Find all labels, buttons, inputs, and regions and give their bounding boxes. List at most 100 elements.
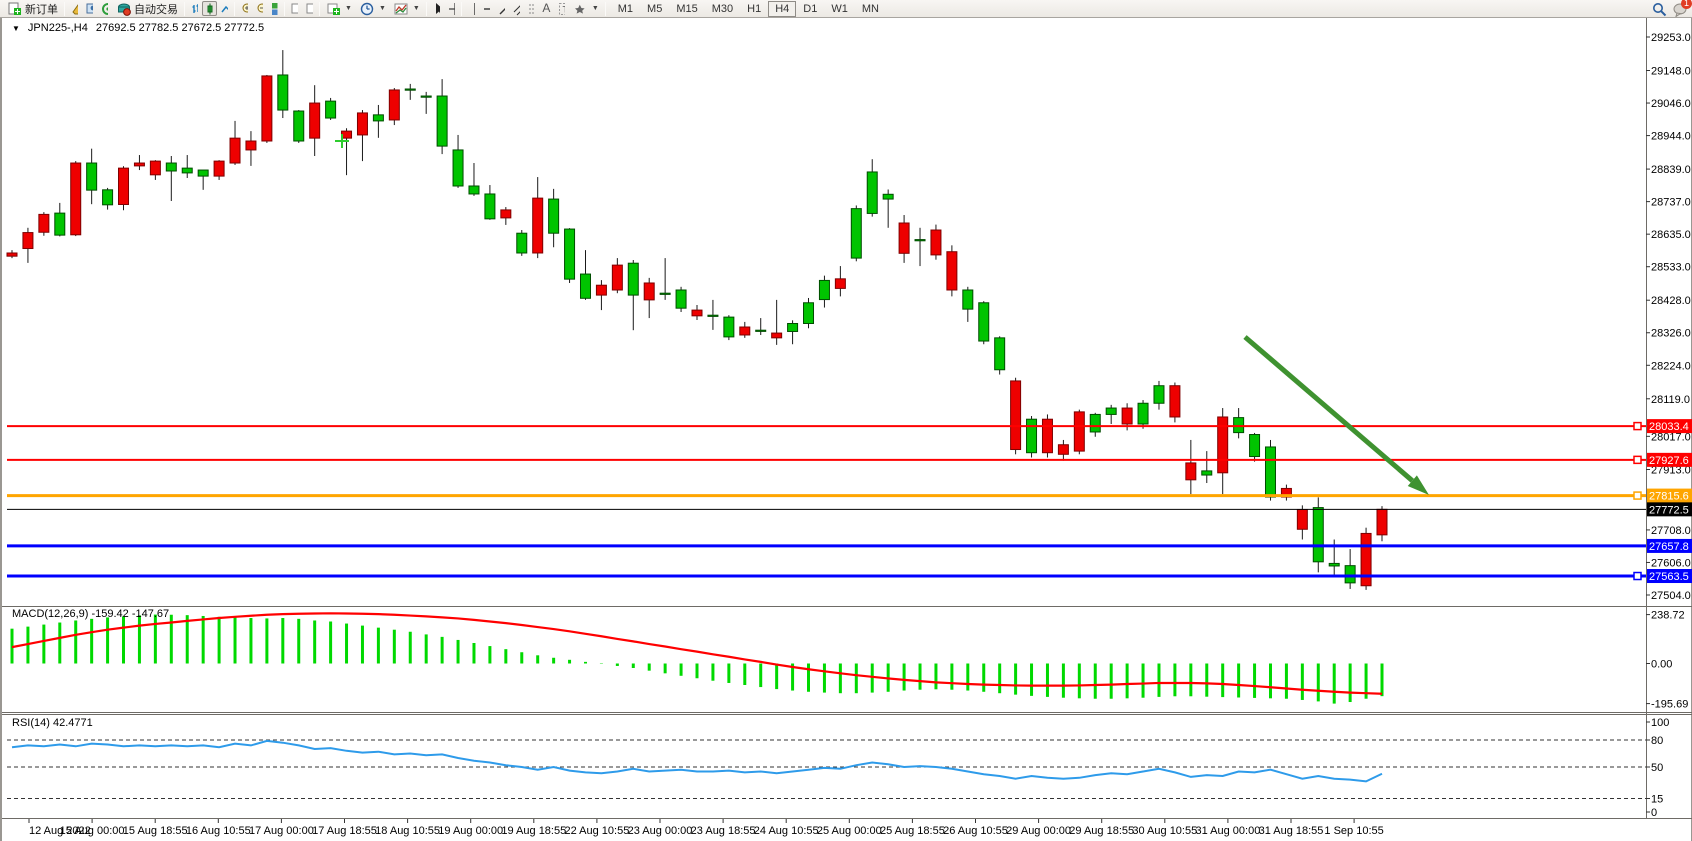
label-tool-icon[interactable]: T xyxy=(554,1,569,16)
zoom-out-icon[interactable] xyxy=(252,1,267,16)
time-axis-label[interactable]: 19 Aug 18:55 xyxy=(501,825,566,837)
candle-body xyxy=(229,137,241,164)
time-axis-label[interactable]: 26 Aug 10:55 xyxy=(943,825,1008,837)
dropdown-caret: ▼ xyxy=(412,5,420,12)
time-axis-label[interactable]: 31 Aug 00:00 xyxy=(1195,825,1260,837)
line-drag-handle[interactable] xyxy=(1633,421,1642,431)
time-axis-label[interactable]: 17 Aug 00:00 xyxy=(249,825,314,837)
timeframe-toolbar: M1 M5 M15 M30 H1 H4 D1 W1 MN xyxy=(608,0,889,18)
price-badge-label: 27772.5 xyxy=(1649,504,1689,516)
candle-body xyxy=(277,74,289,111)
price-axis-label: 27504.0 xyxy=(1651,590,1691,602)
cursor-icon[interactable] xyxy=(429,1,444,16)
trend-arrow[interactable] xyxy=(1243,335,1414,483)
timeframe-button-D1[interactable]: D1 xyxy=(803,2,818,15)
candle-body xyxy=(564,228,576,280)
bar-chart-mode-icon[interactable] xyxy=(187,1,202,16)
new-order-button[interactable]: 新订单 xyxy=(3,1,62,17)
candle-body xyxy=(930,229,942,256)
text-tool-icon[interactable]: A xyxy=(542,1,551,15)
time-axis-label[interactable]: 18 Aug 10:55 xyxy=(375,825,440,837)
time-axis-label[interactable]: 17 Aug 18:55 xyxy=(312,825,377,837)
tile-windows-icon[interactable] xyxy=(267,1,282,16)
candle-body xyxy=(1105,407,1117,415)
candle-body xyxy=(452,149,464,187)
candle-body xyxy=(102,189,114,206)
timeframe-button-H4[interactable]: H4 xyxy=(768,0,797,17)
main-toolbar: 新订单 自动交易 xyxy=(0,0,1692,18)
candle-body xyxy=(1169,385,1181,418)
candle-body xyxy=(468,185,480,195)
line-drag-handle[interactable] xyxy=(1633,455,1642,465)
time-axis-label[interactable]: 30 Aug 10:55 xyxy=(1132,825,1197,837)
autotrading-button[interactable]: 自动交易 xyxy=(112,1,182,17)
time-axis-label[interactable]: 29 Aug 00:00 xyxy=(1006,825,1071,837)
time-axis-label[interactable]: 25 Aug 18:55 xyxy=(880,825,945,837)
price-axis-label: 28839.0 xyxy=(1651,164,1691,176)
candlestick-mode-icon[interactable] xyxy=(202,1,217,16)
timeframe-button-MN[interactable]: MN xyxy=(861,2,879,15)
time-axis-label[interactable]: 22 Aug 10:55 xyxy=(564,825,629,837)
time-axis-label[interactable]: 12 Aug 2022 xyxy=(29,825,91,837)
candle-body xyxy=(197,169,209,177)
channel-tool-icon[interactable]: E xyxy=(509,1,524,16)
search-icon[interactable] xyxy=(1652,2,1667,17)
line-chart-mode-icon[interactable] xyxy=(217,1,232,16)
navigator-icon[interactable] xyxy=(82,1,97,16)
candle-body xyxy=(86,162,98,191)
time-axis-label[interactable]: 15 Aug 00:00 xyxy=(60,825,125,837)
candle-body xyxy=(1185,462,1197,481)
candle-body xyxy=(595,284,607,296)
time-axis-label[interactable]: 24 Aug 10:55 xyxy=(754,825,819,837)
candle-body xyxy=(866,171,878,214)
candle-body xyxy=(165,162,177,172)
time-axis-label[interactable]: 15 Aug 18:55 xyxy=(123,825,188,837)
macd-indicator-label: MACD(12,26,9) -159.42 -147.67 xyxy=(12,608,170,620)
line-drag-handle[interactable] xyxy=(1633,571,1642,581)
time-axis-label[interactable]: 1 Sep 10:55 xyxy=(1324,825,1383,837)
time-axis-label[interactable]: 29 Aug 18:55 xyxy=(1069,825,1134,837)
notifications-icon[interactable]: 1 xyxy=(1673,0,1692,17)
time-axis-label[interactable]: 25 Aug 00:00 xyxy=(817,825,882,837)
candle-body xyxy=(914,239,926,242)
price-badge-label: 27815.6 xyxy=(1649,491,1689,503)
price-axis-label: 28944.0 xyxy=(1651,131,1691,143)
timeframe-button-H1[interactable]: H1 xyxy=(747,2,762,15)
auto-scroll-icon[interactable] xyxy=(287,1,302,16)
time-axis-label[interactable]: 16 Aug 10:55 xyxy=(186,825,251,837)
chart-shift-icon[interactable] xyxy=(302,1,317,16)
crosshair-icon[interactable] xyxy=(444,1,459,16)
candle-body xyxy=(611,264,623,291)
fibonacci-tool-icon[interactable]: F xyxy=(524,1,539,16)
timeframe-button-W1[interactable]: W1 xyxy=(831,2,848,15)
templates-dropdown[interactable]: ▼ xyxy=(390,1,424,17)
timeframe-button-M5[interactable]: M5 xyxy=(647,2,663,15)
price-badge-label: 27563.5 xyxy=(1649,571,1689,583)
line-drag-handle[interactable] xyxy=(1633,491,1642,500)
time-axis-label[interactable]: 23 Aug 18:55 xyxy=(691,825,756,837)
periods-dropdown[interactable]: ▼ xyxy=(356,1,390,17)
horizontal-line-tool-icon[interactable] xyxy=(479,1,494,16)
timeframe-button-M15[interactable]: M15 xyxy=(676,2,698,15)
zoom-in-icon[interactable] xyxy=(237,1,252,16)
vertical-line-tool-icon[interactable] xyxy=(464,1,479,16)
chart-collapse-icon[interactable]: ▼ xyxy=(12,23,20,33)
price-axis-label: 28737.0 xyxy=(1651,197,1691,209)
trend-arrow-head[interactable] xyxy=(1407,475,1429,495)
terminal-icon[interactable] xyxy=(97,1,112,16)
timeframe-button-M30[interactable]: M30 xyxy=(711,2,734,15)
trendline-tool-icon[interactable] xyxy=(494,1,509,16)
time-axis-label[interactable]: 23 Aug 00:00 xyxy=(628,825,693,837)
candle-body xyxy=(532,197,544,254)
timeframe-button-M1[interactable]: M1 xyxy=(617,2,634,15)
indicators-dropdown[interactable]: ▼ xyxy=(322,1,356,17)
candle-body xyxy=(739,326,751,336)
market-watch-icon[interactable] xyxy=(67,1,82,16)
time-axis-label[interactable]: 19 Aug 00:00 xyxy=(438,825,503,837)
new-order-icon xyxy=(7,1,22,16)
candle-body xyxy=(579,273,591,299)
shapes-dropdown[interactable]: ▼ xyxy=(569,1,603,17)
candle-body xyxy=(1328,562,1340,567)
time-axis-label[interactable]: 31 Aug 18:55 xyxy=(1259,825,1324,837)
macd-axis-label: 238.72 xyxy=(1651,610,1685,622)
